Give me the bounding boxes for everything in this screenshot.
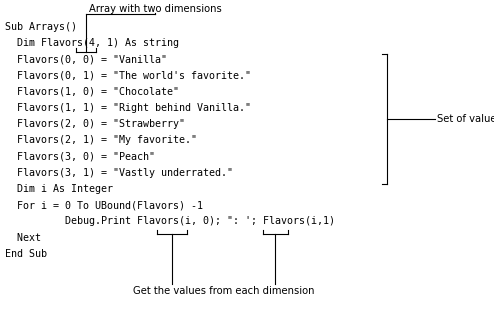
Text: Next: Next [5, 233, 41, 243]
Text: Get the values from each dimension: Get the values from each dimension [133, 286, 314, 296]
Text: Array with two dimensions: Array with two dimensions [88, 4, 221, 14]
Text: Flavors(0, 1) = "The world's favorite.": Flavors(0, 1) = "The world's favorite." [5, 71, 251, 80]
Text: Set of values: Set of values [437, 114, 494, 124]
Text: Flavors(2, 1) = "My favorite.": Flavors(2, 1) = "My favorite." [5, 135, 197, 145]
Text: End Sub: End Sub [5, 249, 47, 259]
Text: Debug.Print Flavors(i, 0); ": '; Flavors(i,1): Debug.Print Flavors(i, 0); ": '; Flavors… [5, 217, 335, 227]
Text: Flavors(3, 1) = "Vastly underrated.": Flavors(3, 1) = "Vastly underrated." [5, 168, 233, 178]
Text: Dim i As Integer: Dim i As Integer [5, 184, 113, 194]
Text: Flavors(2, 0) = "Strawberry": Flavors(2, 0) = "Strawberry" [5, 119, 185, 129]
Text: Dim Flavors(4, 1) As string: Dim Flavors(4, 1) As string [5, 38, 179, 48]
Text: Flavors(3, 0) = "Peach": Flavors(3, 0) = "Peach" [5, 152, 155, 162]
Text: Flavors(1, 1) = "Right behind Vanilla.": Flavors(1, 1) = "Right behind Vanilla." [5, 103, 251, 113]
Text: For i = 0 To UBound(Flavors) -1: For i = 0 To UBound(Flavors) -1 [5, 200, 203, 210]
Text: Flavors(1, 0) = "Chocolate": Flavors(1, 0) = "Chocolate" [5, 87, 179, 97]
Text: Flavors(0, 0) = "Vanilla": Flavors(0, 0) = "Vanilla" [5, 54, 167, 64]
Text: Sub Arrays(): Sub Arrays() [5, 22, 77, 32]
